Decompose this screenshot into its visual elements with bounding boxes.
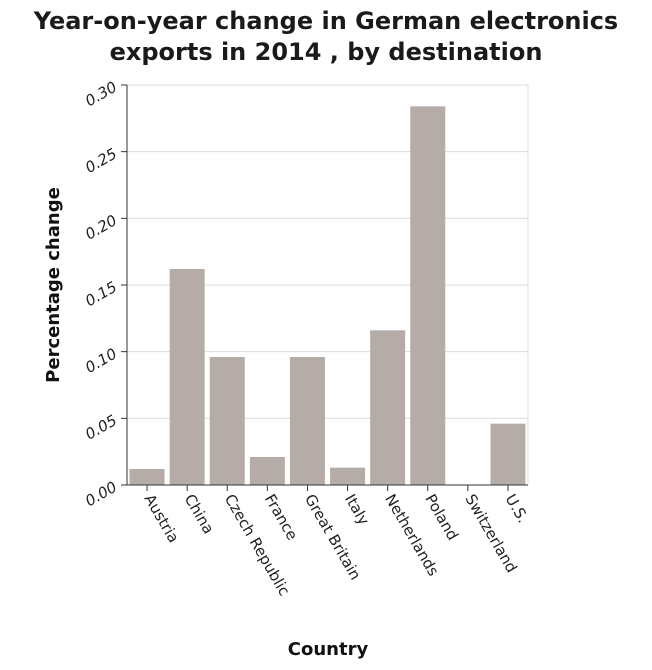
bar (129, 469, 165, 485)
y-tick-label: 0.10 (82, 345, 120, 377)
bar (209, 357, 245, 485)
x-tick-label: Austria (141, 491, 183, 546)
chart-title-line-2: exports in 2014 , by destination (109, 38, 543, 66)
y-tick-label: 0.20 (82, 211, 120, 243)
x-axis-label: Country (288, 639, 369, 660)
y-tick-label: 0.05 (82, 411, 120, 443)
y-axis-label: Percentage change (43, 187, 64, 383)
bar (370, 330, 406, 485)
gridlines (127, 84, 529, 486)
y-tick-label: 0.25 (82, 145, 120, 177)
y-tick-label: 0.00 (82, 478, 120, 510)
bar (169, 269, 205, 485)
y-tick-labels: 0.00 0.05 0.10 0.15 0.20 0.25 0.30 (82, 78, 127, 510)
bar (410, 106, 446, 485)
bar (289, 357, 325, 485)
bars (129, 106, 526, 485)
chart-title-line-1: Year-on-year change in German electronic… (33, 7, 619, 35)
x-tick-label: Poland (421, 491, 462, 543)
x-tick-label: China (181, 491, 218, 537)
y-tick-label: 0.30 (82, 78, 120, 110)
x-tick-label: Italy (341, 491, 373, 528)
bar (490, 423, 526, 485)
y-tick-label: 0.15 (82, 278, 120, 310)
x-tick-label: France (261, 491, 302, 543)
chart-title: Year-on-year change in German electronic… (0, 6, 652, 68)
bar (249, 457, 285, 485)
x-tick-label: U.S. (501, 491, 532, 526)
bar (330, 467, 366, 485)
